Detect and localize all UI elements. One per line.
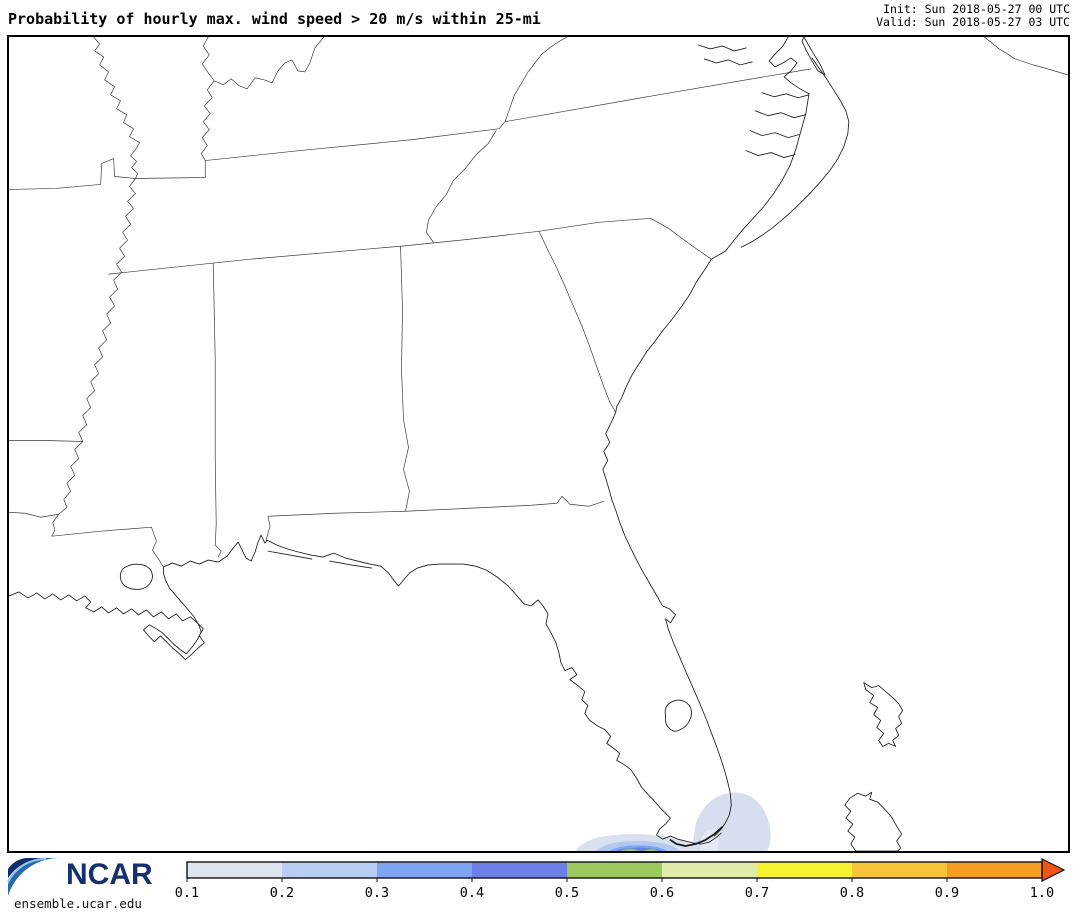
product-title: Probability of hourly max. wind speed > … (8, 10, 541, 28)
valid-time: Valid: Sun 2018-05-27 03 UTC (876, 15, 1070, 29)
colorbar-segment (567, 862, 662, 878)
colorbar-segment (187, 862, 282, 878)
state-borders (9, 37, 1068, 568)
colorbar-tick-label: 0.6 (650, 885, 674, 901)
colorbar-tick-label: 0.9 (935, 885, 959, 901)
footer: 0.1 0.2 0.3 0.4 0.5 0.6 0.7 0.8 0.9 1.0 (0, 856, 1080, 915)
map-canvas (9, 37, 1068, 851)
colorbar-segment (852, 862, 947, 878)
colorbar-segment (662, 862, 757, 878)
site-url: ensemble.ucar.edu (14, 896, 142, 911)
colorbar-segment (282, 862, 377, 878)
timestamps: Init: Sun 2018-05-27 00 UTC Valid: Sun 20… (876, 3, 1070, 29)
colorbar-segment (757, 862, 852, 878)
colorbar-tick-label: 0.7 (745, 885, 769, 901)
colorbar-tick-label: 1.0 (1030, 885, 1054, 901)
ncar-swoosh-icon (7, 857, 62, 896)
colorbar: 0.1 0.2 0.3 0.4 0.5 0.6 0.7 0.8 0.9 1.0 (175, 858, 1066, 901)
colorbar-tick-label: 0.1 (175, 885, 199, 901)
coastlines (9, 37, 904, 851)
ncar-wordmark: NCAR (66, 858, 153, 891)
probability-shading (574, 792, 771, 851)
colorbar-segment (472, 862, 567, 878)
ncar-logo: NCAR ensemble.ucar.edu (6, 856, 176, 914)
colorbar-tick-label: 0.2 (270, 885, 294, 901)
colorbar-tick-label: 0.4 (460, 885, 484, 901)
colorbar-tick-label: 0.3 (365, 885, 389, 901)
init-time: Init: Sun 2018-05-27 00 UTC (883, 2, 1070, 16)
map-frame (7, 35, 1070, 853)
colorbar-segment (377, 862, 472, 878)
colorbar-tick-label: 0.8 (840, 885, 864, 901)
colorbar-tick-label: 0.5 (555, 885, 579, 901)
colorbar-arrow-icon (1041, 858, 1066, 882)
colorbar-segment (947, 862, 1042, 878)
colorbar-outline (186, 861, 1043, 879)
